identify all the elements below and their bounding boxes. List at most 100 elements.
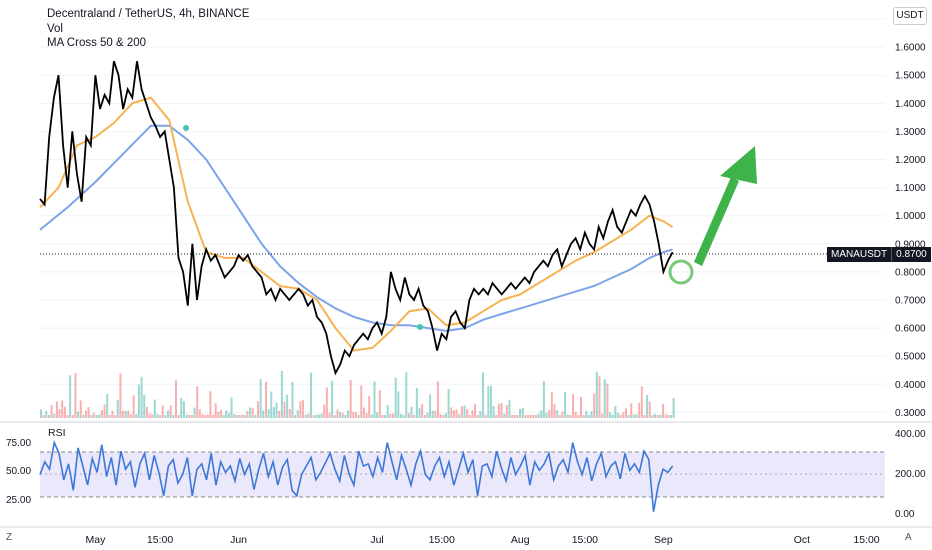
volume-bar: [114, 414, 117, 418]
volume-bar: [640, 386, 643, 418]
volume-bar: [45, 410, 48, 418]
volume-bar: [362, 407, 365, 418]
volume-bar: [275, 402, 278, 418]
volume-bar: [280, 370, 283, 418]
zoom-button[interactable]: Z: [6, 532, 13, 543]
volume-bar: [370, 414, 373, 418]
volume-bar: [601, 413, 604, 418]
volume-bar: [174, 380, 177, 418]
volume-bar: [339, 411, 342, 418]
price-grid: [40, 18, 885, 413]
volume-bar: [219, 409, 222, 418]
rsi-indicator-label[interactable]: RSI: [48, 427, 66, 439]
volume-bar: [656, 414, 659, 418]
volume-bar: [389, 413, 392, 418]
volume-bar: [574, 411, 577, 418]
price-tick-label: 1.6000: [895, 43, 926, 54]
volume-bar: [476, 414, 479, 418]
volume-bar: [415, 387, 418, 418]
volume-bar: [230, 397, 233, 418]
volume-bar: [487, 386, 490, 418]
last-price-tag: MANAUSDT 0.8700: [827, 247, 931, 262]
volume-bar: [399, 413, 402, 418]
volume-bar: [257, 401, 260, 418]
volume-bar: [74, 373, 77, 418]
time-tick-label: 15:00: [147, 534, 173, 546]
volume-bar: [561, 411, 564, 418]
volume-bar: [347, 410, 350, 418]
volume-bar: [672, 398, 675, 418]
volume-bar: [516, 414, 519, 418]
volume-bar: [431, 410, 434, 418]
volume-bar: [259, 379, 262, 418]
volume-bar: [71, 414, 74, 418]
volume-bar: [140, 376, 143, 418]
volume-bar: [572, 394, 575, 418]
volume-bar: [63, 406, 66, 418]
price-axis[interactable]: 1.70001.60001.50001.40001.30001.20001.10…: [895, 15, 926, 419]
price-tick-label: 1.1000: [895, 183, 926, 194]
volume-bar: [304, 414, 307, 418]
volume-bar: [95, 414, 98, 418]
volume-bar: [212, 414, 215, 418]
volume-bar: [288, 408, 291, 418]
time-tick-label: 15:00: [572, 534, 598, 546]
price-tick-label: 0.3000: [895, 408, 926, 419]
volume-bar: [434, 410, 437, 418]
volume-bar: [156, 414, 159, 418]
volume-bar: [185, 414, 188, 418]
auto-scale-button[interactable]: A: [905, 532, 912, 543]
volume-bar: [225, 410, 228, 418]
volume-bar: [418, 407, 421, 418]
volume-bar: [55, 401, 58, 418]
volume-bar: [593, 393, 596, 418]
volume-bar: [484, 414, 487, 418]
volume-bar: [267, 409, 270, 418]
volume-bar: [145, 406, 148, 418]
volume-bar: [495, 414, 498, 418]
volume-bar: [460, 406, 463, 418]
volume-bar: [172, 414, 175, 418]
volume-bar: [291, 382, 294, 418]
volume-bar: [341, 413, 344, 418]
time-tick-label: 15:00: [853, 534, 879, 546]
cross-marker-1: [183, 125, 189, 131]
volume-bar: [135, 414, 138, 418]
volume-bar: [513, 414, 516, 418]
volume-bar: [103, 404, 106, 418]
ma-cross-indicator-label[interactable]: MA Cross 50 & 200: [47, 37, 147, 49]
volume-bar: [482, 372, 485, 418]
volume-bar: [452, 410, 455, 418]
volume-bar: [426, 412, 429, 418]
volume-bar: [622, 412, 625, 418]
price-tick-label: 0.7000: [895, 296, 926, 307]
volume-bar: [272, 407, 275, 418]
volume-bar: [233, 414, 236, 418]
volume-bar: [50, 405, 53, 418]
volume-bar: [468, 415, 471, 418]
volume-bar: [654, 413, 657, 418]
price-tick-label: 0.5000: [895, 352, 926, 363]
volume-bar: [569, 414, 572, 418]
volume-bar: [47, 414, 50, 418]
time-tick-label: Sep: [654, 534, 673, 546]
time-axis[interactable]: May 15:00 Jun Jul 15:00 Aug 15:00 Sep Oct 15:00: [85, 534, 879, 546]
volume-bar: [357, 414, 360, 418]
volume-indicator-label[interactable]: Vol: [47, 23, 63, 35]
volume-bar: [648, 401, 651, 418]
volume-bar: [664, 414, 667, 418]
volume-bar: [84, 410, 87, 418]
volume-bar: [307, 413, 310, 418]
currency-button[interactable]: USDT: [893, 7, 927, 25]
volume-bar: [294, 414, 297, 418]
volume-bar: [534, 414, 537, 418]
volume-bar: [381, 414, 384, 418]
volume-bar: [524, 414, 527, 418]
volume-bar: [386, 405, 389, 418]
volume-bar: [489, 385, 492, 418]
price-tick-label: 1.4000: [895, 99, 926, 110]
volume-bar: [521, 407, 524, 418]
rsi-left-tick-label: 25.00: [6, 495, 31, 506]
volume-bar: [198, 409, 201, 418]
volume-bar: [429, 394, 432, 418]
